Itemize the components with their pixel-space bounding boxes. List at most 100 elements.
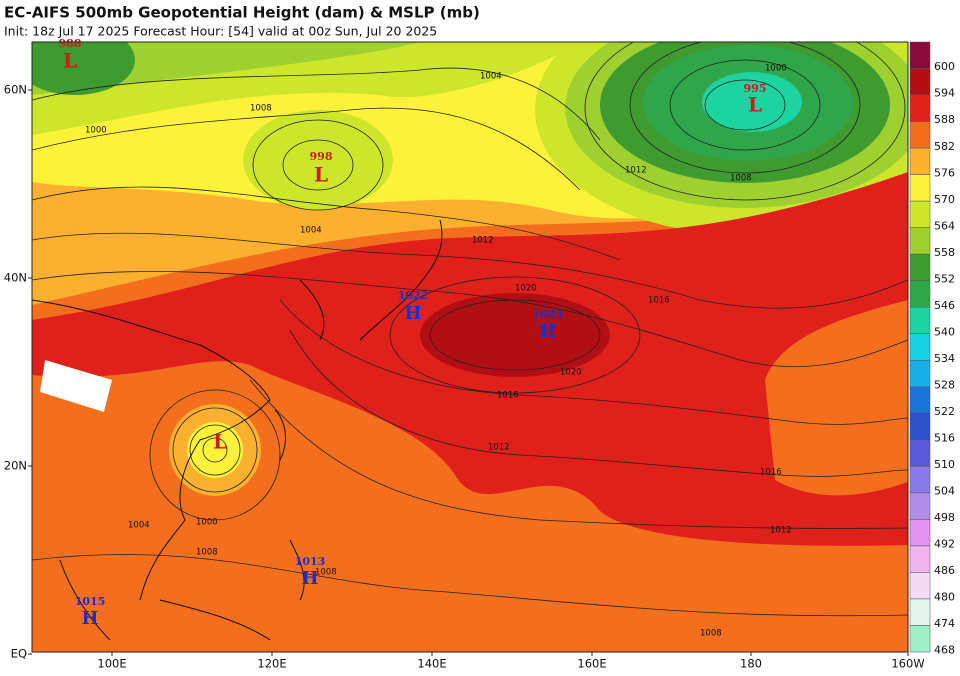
colorbar-box (909, 94, 931, 122)
colorbar-label: 504 (934, 485, 955, 498)
center-value: 998 (310, 150, 333, 163)
colorbar: 600 594 588 582 576 570 564 558 552 546 540 534 528 5… (909, 41, 955, 657)
lon-label: 140E (417, 657, 446, 671)
center-value: 1022 (533, 308, 564, 321)
colorbar-label: 594 (934, 87, 955, 100)
colorbar-box (909, 625, 931, 653)
center-value: 988 (59, 37, 82, 50)
colorbar-label: 588 (934, 113, 955, 126)
colorbar-box (909, 333, 931, 361)
center-value: 1015 (75, 595, 106, 608)
contour-label: 1008 (196, 548, 218, 558)
colorbar-label: 600 (934, 60, 955, 73)
colorbar-label: 552 (934, 272, 955, 285)
axes: 60N 40N 20N EQ 100E 120E 140E 160E 180 160W (4, 83, 925, 671)
colorbar-label: 534 (934, 352, 955, 365)
colorbar-box (909, 147, 931, 175)
lon-label: 160W (891, 657, 924, 671)
colorbar-box (909, 439, 931, 467)
center-value: 1013 (295, 555, 326, 568)
contour-label: 1004 (480, 72, 502, 82)
colorbar-box (909, 227, 931, 255)
contour-label: 1004 (128, 521, 150, 531)
colorbar-box (909, 280, 931, 308)
colorbar-label: 570 (934, 193, 955, 206)
colorbar-label: 564 (934, 219, 955, 232)
lat-label: EQ (11, 647, 27, 661)
isobars (32, 42, 908, 617)
contour-label: 1016 (648, 296, 670, 306)
lon-label: 100E (97, 657, 126, 671)
contour-label: 1004 (300, 226, 322, 236)
center-letter: H (539, 321, 556, 342)
colorbar-label: 480 (934, 591, 955, 604)
center-letter: H (301, 568, 318, 589)
colorbar-box (909, 519, 931, 547)
colorbar-label: 510 (934, 458, 955, 471)
contour-label: 1016 (497, 391, 519, 401)
contour-label: 1000 (196, 518, 218, 528)
colorbar-label: 492 (934, 538, 955, 551)
colorbar-box (909, 253, 931, 281)
colorbar-label: 522 (934, 405, 955, 418)
colorbar-label: 516 (934, 432, 955, 445)
colorbar-label: 558 (934, 246, 955, 259)
title: EC-AIFS 500mb Geopotential Height (dam) … (4, 4, 480, 22)
colorbar-box (909, 306, 931, 334)
contour-label: 1020 (515, 284, 537, 294)
colorbar-box (909, 545, 931, 573)
contour-label: 1012 (625, 166, 647, 176)
contour-label: 1008 (250, 104, 272, 114)
colorbar-box (909, 386, 931, 414)
colorbar-label: 582 (934, 140, 955, 153)
map-fill (32, 42, 908, 652)
center-letter: L (748, 93, 762, 117)
lon-label: 120E (257, 657, 286, 671)
contour-label: 1016 (760, 468, 782, 478)
colorbar-box (909, 413, 931, 441)
colorbar-label: 498 (934, 511, 955, 524)
colorbar-label: 468 (934, 644, 955, 657)
colorbar-label: 528 (934, 378, 955, 391)
colorbar-box (909, 68, 931, 96)
colorbar-box (909, 572, 931, 600)
lon-label: 160E (577, 657, 606, 671)
lon-label: 180 (740, 657, 762, 671)
contour-label: 1012 (770, 526, 792, 536)
colorbar-box (909, 466, 931, 494)
center-letter: L (63, 49, 77, 73)
colorbar-label: 486 (934, 564, 955, 577)
center-letter: H (81, 608, 98, 629)
colorbar-box (909, 174, 931, 202)
colorbar-label: 546 (934, 299, 955, 312)
colorbar-box (909, 41, 931, 69)
lat-label: 60N (4, 83, 27, 97)
colorbar-box (909, 360, 931, 388)
center-letter: L (314, 163, 328, 187)
contour-label: 1000 (765, 64, 787, 74)
contour-label: 1008 (315, 568, 337, 578)
lat-label: 40N (4, 271, 27, 285)
lat-label: 20N (4, 459, 27, 473)
colorbar-label: 576 (934, 166, 955, 179)
contour-labels: 1004 1000 1008 1012 1016 1020 1004 1000 … (85, 64, 792, 639)
subtitle: Init: 18z Jul 17 2025 Forecast Hour: [54… (4, 24, 437, 39)
colorbar-label: 540 (934, 325, 955, 338)
contour-label: 1008 (700, 629, 722, 639)
colorbar-box (909, 200, 931, 228)
contour-label: 1020 (560, 368, 582, 378)
center-value: 1022 (398, 289, 429, 302)
center-value: 995 (744, 82, 767, 95)
contour-label: 1000 (85, 126, 107, 136)
colorbar-box (909, 121, 931, 149)
contour-label: 1012 (488, 443, 510, 453)
colorbar-box (909, 492, 931, 520)
contour-label: 1008 (730, 174, 752, 184)
contour-label: 1012 (472, 236, 494, 246)
colorbar-label: 474 (934, 617, 955, 630)
colorbar-box (909, 598, 931, 626)
center-letter: L (213, 430, 227, 454)
pressure-centers: 988 L 998 L 995 L 1022 H 1022 H L 1013 H… (59, 37, 767, 629)
